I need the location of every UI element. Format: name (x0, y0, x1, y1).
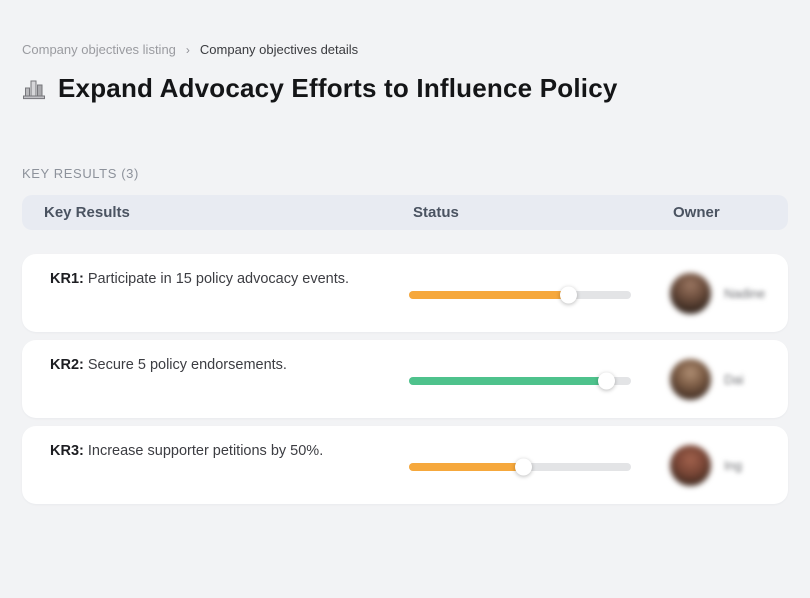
owner-cell: Dai (651, 358, 788, 400)
column-header-key-results: Key Results (44, 204, 130, 221)
key-result-text: KR1: Participate in 15 policy advocacy e… (22, 254, 409, 290)
progress-fill (409, 286, 577, 304)
key-result-description: Increase supporter petitions by 50%. (87, 443, 324, 459)
progress-slider[interactable] (409, 286, 631, 304)
breadcrumb-link-objectives-listing[interactable]: Company objectives listing (22, 42, 176, 57)
breadcrumb: Company objectives listing › Company obj… (22, 42, 788, 57)
column-header-owner: Owner (673, 204, 720, 221)
progress-fill (409, 458, 533, 476)
owner-cell: Ing (651, 444, 788, 486)
owner-avatar (670, 272, 711, 314)
slider-knob[interactable] (515, 458, 533, 476)
progress-slider[interactable] (409, 458, 631, 476)
key-results-section-heading: KEY RESULTS (3) (22, 166, 139, 181)
key-result-label: KR1: (50, 271, 84, 287)
progress-fill (409, 372, 615, 390)
slider-knob[interactable] (597, 372, 615, 390)
key-results-table-header: Key Results Status Owner (22, 195, 788, 230)
owner-avatar (670, 358, 711, 400)
key-result-row-kr2[interactable]: KR2: Secure 5 policy endorsements. Dai (22, 340, 788, 418)
status-cell (409, 372, 651, 390)
owner-name: Nadine (724, 285, 766, 301)
key-result-description: Participate in 15 policy advocacy events… (87, 271, 350, 287)
slider-knob[interactable] (559, 286, 577, 304)
status-cell (409, 286, 651, 304)
buildings-icon (22, 77, 46, 101)
key-result-row-kr3[interactable]: KR3: Increase supporter petitions by 50%… (22, 426, 788, 504)
page-title: Expand Advocacy Efforts to Influence Pol… (58, 73, 618, 103)
key-result-label: KR3: (50, 443, 84, 459)
key-result-text: KR3: Increase supporter petitions by 50%… (22, 426, 409, 462)
chevron-right-icon: › (185, 42, 190, 57)
column-header-status: Status (413, 204, 459, 221)
owner-name: Ing (724, 457, 743, 473)
status-cell (409, 458, 651, 476)
progress-slider[interactable] (409, 372, 631, 390)
key-result-label: KR2: (50, 357, 84, 373)
owner-cell: Nadine (651, 272, 788, 314)
objective-title-row: Expand Advocacy Efforts to Influence Pol… (22, 73, 788, 104)
key-result-text: KR2: Secure 5 policy endorsements. (22, 340, 409, 376)
breadcrumb-current-objectives-details: Company objectives details (199, 42, 359, 57)
key-results-list: KR1: Participate in 15 policy advocacy e… (22, 254, 788, 504)
objective-details-page: Company objectives listing › Company obj… (0, 42, 810, 504)
key-result-row-kr1[interactable]: KR1: Participate in 15 policy advocacy e… (22, 254, 788, 332)
key-result-description: Secure 5 policy endorsements. (87, 357, 287, 373)
owner-name: Dai (724, 371, 744, 387)
owner-avatar (670, 444, 711, 486)
